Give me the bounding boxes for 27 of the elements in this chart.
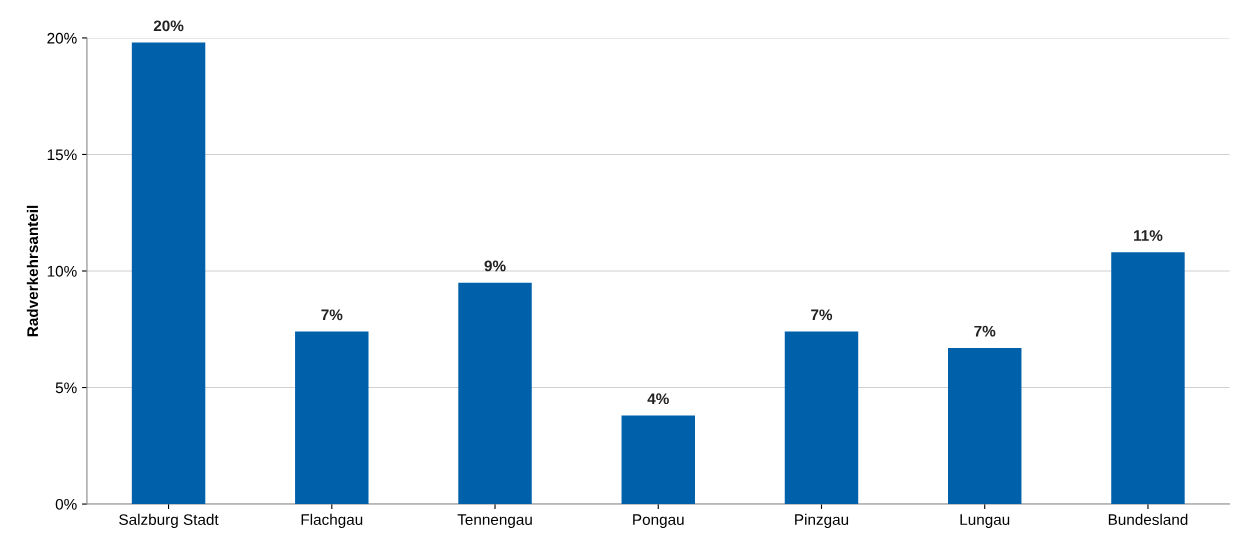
y-tick-label: 0% — [55, 498, 77, 510]
y-tick-label: 15% — [47, 149, 77, 161]
x-tick-label: Bundesland — [1108, 513, 1188, 525]
data-label: 20% — [153, 20, 184, 32]
data-label: 11% — [1134, 230, 1163, 241]
y-tick-label: 10% — [47, 265, 77, 277]
x-tick-label: Tennengau — [457, 514, 532, 529]
bar — [784, 331, 859, 505]
bar — [948, 347, 1022, 505]
x-tick-label: Pongau — [633, 514, 684, 529]
x-tick-label: Flachgau — [301, 513, 363, 529]
data-label: 4% — [647, 393, 669, 405]
data-label: 7% — [811, 309, 833, 321]
bar — [458, 282, 532, 505]
data-label: 9% — [484, 260, 506, 272]
data-label: 7% — [974, 325, 996, 337]
data-label: 7% — [321, 309, 343, 321]
x-tick-label: Pinzgau — [795, 513, 849, 529]
x-tick-label: Salzburg Stadt — [119, 513, 219, 529]
bar — [131, 42, 206, 505]
x-tick-label: Lungau — [960, 514, 1010, 529]
y-axis-title: Radverkehrsanteil — [26, 205, 39, 337]
bar — [295, 331, 369, 505]
y-tick-label: 5% — [55, 382, 77, 394]
bar — [1111, 252, 1185, 505]
bar — [621, 415, 695, 505]
y-tick-label: 20% — [47, 32, 77, 44]
